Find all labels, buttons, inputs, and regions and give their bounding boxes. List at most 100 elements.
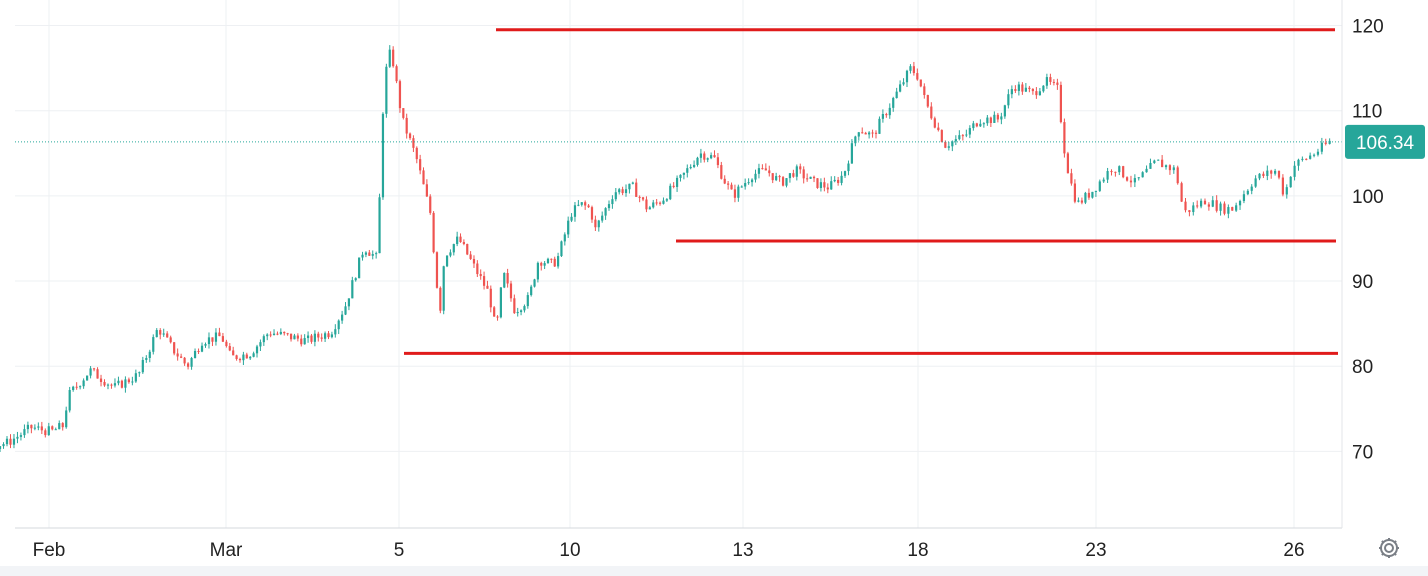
settings-gear-button[interactable] (1374, 533, 1404, 563)
candle-body (788, 173, 792, 179)
candle-body (466, 243, 469, 255)
candle-body (289, 333, 293, 340)
candle-body (947, 146, 950, 148)
candle-body (885, 114, 888, 116)
y-tick-label: 120 (1352, 17, 1384, 38)
candle-body (402, 108, 405, 118)
candle-body (1087, 192, 1091, 198)
candle-body (415, 147, 418, 160)
trendlines[interactable] (404, 28, 1338, 355)
candle-body (1215, 200, 1218, 211)
candle-body (556, 256, 560, 267)
candle-body (926, 95, 929, 107)
candle-body (621, 189, 624, 194)
candle-body (449, 252, 452, 256)
candle-body (138, 372, 141, 374)
candle-body (193, 350, 197, 359)
candle-body (993, 114, 996, 123)
candle-body (965, 134, 968, 136)
candle-body (162, 333, 165, 335)
candle-body (499, 287, 502, 318)
y-axis[interactable]: 70 80 90 100 110 120 (1352, 17, 1384, 464)
candle-body (225, 341, 228, 347)
candle-body (300, 338, 303, 345)
candle-body (648, 207, 651, 210)
candle-body (679, 174, 682, 178)
x-tick-label: 26 (1283, 540, 1304, 561)
candle-body (607, 204, 611, 209)
candle-body (37, 426, 40, 428)
candle-body (92, 368, 96, 370)
candle-body (1281, 177, 1284, 195)
candle-body (1028, 87, 1031, 89)
candle-body (259, 342, 262, 347)
candle-body (323, 333, 327, 339)
candle-body (1227, 207, 1230, 214)
candle-body (1042, 85, 1045, 92)
gear-icon (1379, 538, 1399, 558)
candle-body (408, 133, 412, 139)
candle-body (1168, 165, 1172, 171)
candle-body (1098, 181, 1101, 191)
candle-body (744, 183, 747, 187)
candle-body (381, 113, 385, 198)
candle-body (249, 356, 252, 359)
candle-body (351, 280, 354, 299)
candle-body (341, 314, 344, 321)
candle-body (923, 86, 926, 96)
last-price-badge-bg (1345, 124, 1425, 159)
candle-body (567, 220, 570, 235)
candle-body (819, 182, 823, 188)
candle-body (317, 333, 320, 338)
candle-body (768, 170, 771, 174)
candle-body (1254, 178, 1257, 187)
candle-body (1270, 170, 1273, 174)
candle-body (587, 205, 590, 208)
candle-body (868, 132, 871, 135)
candle-body (631, 182, 634, 184)
candle-body (1235, 205, 1238, 211)
candle-body (310, 335, 313, 342)
candle-body (775, 176, 778, 181)
candle-body (1080, 200, 1084, 203)
candle-body (33, 427, 36, 429)
candle-body (540, 262, 543, 266)
candle-body (1017, 84, 1020, 91)
candle-body (462, 242, 465, 244)
candle-body (699, 153, 703, 158)
y-tick-label: 70 (1352, 442, 1373, 463)
candle-body (337, 320, 340, 330)
candle-body (303, 338, 306, 345)
candle-body (1070, 173, 1073, 184)
candle-body (361, 254, 364, 258)
candle-body (723, 178, 726, 184)
candle-body (874, 132, 878, 134)
candle-body (861, 132, 864, 134)
candle-body (1063, 122, 1066, 154)
candle-body (830, 181, 833, 190)
candle-body (570, 216, 573, 221)
candle-body (1316, 151, 1320, 155)
candle-body (44, 430, 47, 436)
candle-body (812, 176, 816, 179)
candle-body (293, 335, 296, 340)
candle-body (530, 286, 533, 296)
candle-body (895, 91, 898, 99)
candle-body (197, 350, 200, 352)
candle-body (750, 179, 754, 183)
candle-body (117, 380, 120, 384)
x-axis[interactable]: Feb Mar 5 10 13 18 23 26 (33, 540, 1305, 561)
candle-body (799, 166, 802, 170)
candle-body (1129, 180, 1133, 183)
candle-body (716, 157, 720, 166)
candle-body (1157, 159, 1160, 161)
candle-body (19, 435, 23, 437)
candle-body (635, 182, 638, 197)
candle-body (696, 157, 699, 165)
candle-body (594, 219, 597, 228)
candle-body (1258, 173, 1261, 179)
candle-body (754, 173, 757, 180)
candle-body (1184, 201, 1187, 211)
candle-body (405, 117, 408, 134)
